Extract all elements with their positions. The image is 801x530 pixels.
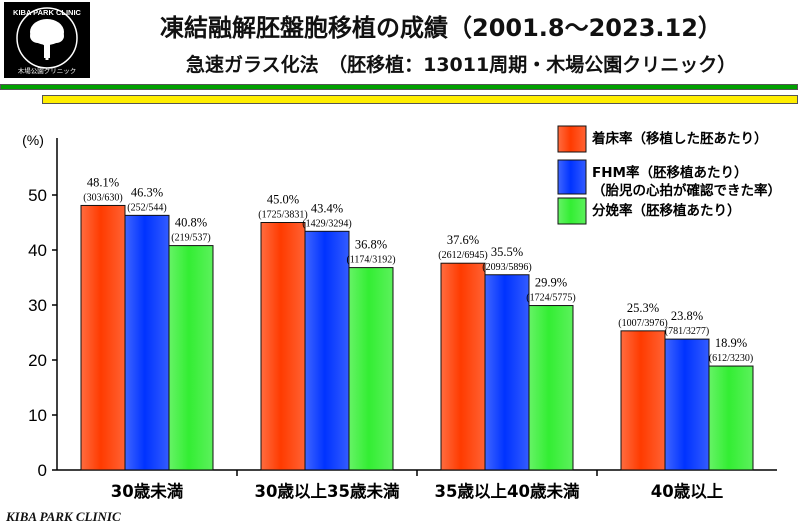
bar xyxy=(620,330,666,471)
bar-value-label: 48.1% xyxy=(87,175,119,189)
legend-label: （胎児の心拍が確認できた率） xyxy=(592,182,781,199)
bar-count-label: (219/537) xyxy=(171,233,210,244)
legend-swatch xyxy=(557,125,587,153)
bar xyxy=(80,204,126,471)
bar-count-label: (781/3277) xyxy=(665,326,709,337)
bar xyxy=(260,222,306,471)
x-category-label: 40歳以上 xyxy=(651,481,723,501)
y-tick-label: 30 xyxy=(28,296,47,315)
clinic-logo: KIBA PARK CLINIC 木場公園クリニック xyxy=(4,2,90,78)
bar xyxy=(528,305,574,471)
bar xyxy=(440,262,486,471)
yellow-divider-band xyxy=(42,95,798,104)
footer-clinic-name: KIBA PARK CLINIC xyxy=(6,509,121,524)
page-title: 凍結融解胚盤胞移植の成績（2001.8〜2023.12） xyxy=(160,14,722,42)
legend-label: FHM率（胚移植あたり） xyxy=(592,164,747,181)
tree-logo-icon: KIBA PARK CLINIC 木場公園クリニック xyxy=(13,7,82,75)
bar-value-label: 37.6% xyxy=(447,233,479,247)
bar xyxy=(664,338,710,471)
bar-value-label: 18.9% xyxy=(715,336,747,350)
x-category-label: 30歳以上35歳未満 xyxy=(255,481,400,501)
bar-count-label: (252/544) xyxy=(127,202,166,213)
logo-name: KIBA PARK CLINIC xyxy=(13,8,81,17)
bar-value-label: 35.5% xyxy=(491,245,523,259)
bar-count-label: (612/3230) xyxy=(709,353,753,364)
bar-count-label: (1725/3831) xyxy=(258,210,307,221)
bar-count-label: (1007/3976) xyxy=(618,318,667,329)
x-category-label: 30歳未満 xyxy=(111,481,184,501)
legend-swatch xyxy=(557,159,587,195)
legend-label: 分娩率（胚移植あたり） xyxy=(592,202,741,219)
bar xyxy=(708,365,754,471)
logo-subtext: 木場公園クリニック xyxy=(18,66,77,75)
bar-value-label: 23.8% xyxy=(671,309,703,323)
legend-swatch xyxy=(557,197,587,225)
green-divider-band xyxy=(0,84,798,90)
bar-value-label: 43.4% xyxy=(311,201,343,215)
page-subtitle: 急速ガラス化法 （胚移植：13011周期・木場公園クリニック） xyxy=(186,54,737,76)
bar xyxy=(484,274,530,471)
legend-label: 着床率（移植した胚あたり） xyxy=(591,130,768,147)
bar-count-label: (2612/6945) xyxy=(438,250,487,261)
bar xyxy=(348,267,394,471)
bar-count-label: (1724/5775) xyxy=(526,293,575,304)
bar xyxy=(168,245,214,471)
y-tick-label: 40 xyxy=(28,241,47,260)
bar-count-label: (2093/5896) xyxy=(482,262,531,273)
bar-count-label: (1174/3192) xyxy=(346,255,395,266)
bar-value-label: 40.8% xyxy=(175,216,207,230)
bar-count-label: (1429/3294) xyxy=(302,218,351,229)
x-category-label: 35歳以上40歳未満 xyxy=(435,481,580,501)
bar-value-label: 29.9% xyxy=(535,276,567,290)
y-tick-label: 0 xyxy=(38,461,47,480)
bar xyxy=(124,214,170,471)
bar-value-label: 45.0% xyxy=(267,193,299,207)
bar-count-label: (303/630) xyxy=(83,192,122,203)
y-tick-label: 50 xyxy=(28,186,47,205)
y-tick-label: 20 xyxy=(28,351,47,370)
bar-value-label: 25.3% xyxy=(627,301,659,315)
y-tick-label: 10 xyxy=(28,406,47,425)
bar xyxy=(304,230,350,471)
y-axis-label: (%) xyxy=(22,132,44,148)
bar-value-label: 46.3% xyxy=(131,185,163,199)
bar-value-label: 36.8% xyxy=(355,238,387,252)
